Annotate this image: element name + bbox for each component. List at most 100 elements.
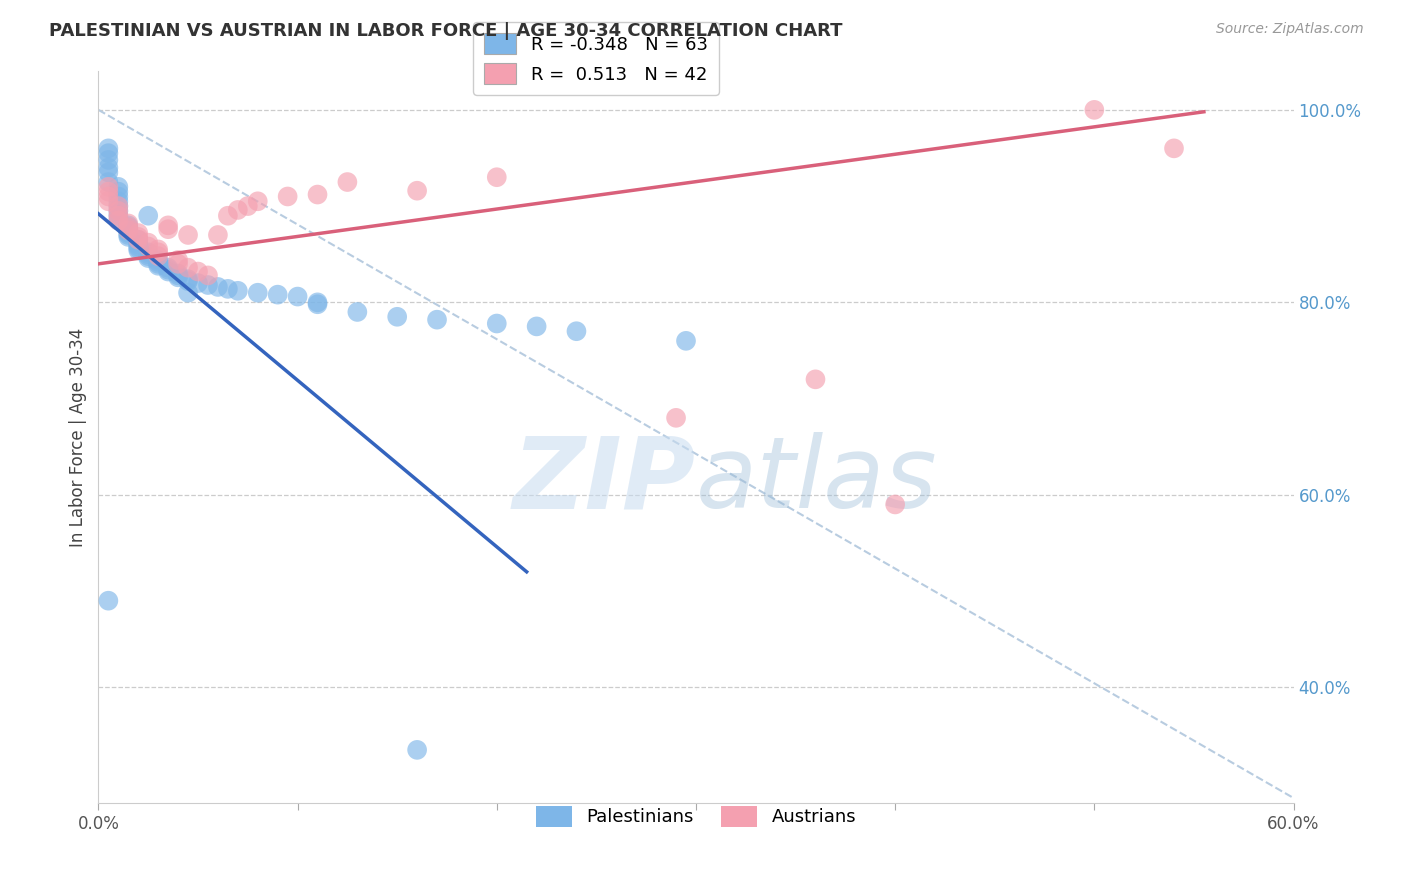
Point <box>485 317 508 331</box>
Point <box>177 285 200 300</box>
Point <box>1083 103 1105 117</box>
Point <box>117 230 139 244</box>
Point <box>107 203 129 218</box>
Point <box>136 239 159 253</box>
Point <box>148 257 170 271</box>
Point <box>136 247 159 261</box>
Point <box>136 235 159 250</box>
Point <box>127 235 149 250</box>
Point <box>197 278 219 293</box>
Point <box>287 289 309 303</box>
Point <box>97 161 120 175</box>
Point <box>117 220 139 235</box>
Point <box>187 276 209 290</box>
Point <box>97 153 120 167</box>
Point <box>117 220 139 235</box>
Point <box>127 233 149 247</box>
Point <box>97 146 120 161</box>
Point <box>117 223 139 237</box>
Point <box>675 334 697 348</box>
Point <box>107 213 129 227</box>
Point <box>267 287 290 301</box>
Point <box>117 227 139 242</box>
Point <box>167 252 190 267</box>
Point <box>127 226 149 240</box>
Point <box>127 242 149 256</box>
Point <box>226 202 249 217</box>
Point <box>167 267 190 281</box>
Point <box>136 245 159 260</box>
Point <box>107 213 129 227</box>
Point <box>107 185 129 199</box>
Y-axis label: In Labor Force | Age 30-34: In Labor Force | Age 30-34 <box>69 327 87 547</box>
Text: Source: ZipAtlas.com: Source: ZipAtlas.com <box>1216 22 1364 37</box>
Point <box>565 324 588 338</box>
Point <box>136 251 159 265</box>
Point <box>336 175 359 189</box>
Point <box>217 282 239 296</box>
Point <box>177 227 200 242</box>
Point <box>177 272 200 286</box>
Point <box>136 249 159 263</box>
Text: PALESTINIAN VS AUSTRIAN IN LABOR FORCE | AGE 30-34 CORRELATION CHART: PALESTINIAN VS AUSTRIAN IN LABOR FORCE |… <box>49 22 842 40</box>
Point <box>117 223 139 237</box>
Point <box>177 274 200 288</box>
Point <box>157 264 180 278</box>
Point <box>157 222 180 236</box>
Point <box>97 593 120 607</box>
Point <box>1163 141 1185 155</box>
Point <box>246 194 269 209</box>
Point <box>97 185 120 199</box>
Point <box>97 189 120 203</box>
Point <box>97 141 120 155</box>
Point <box>107 179 129 194</box>
Point <box>406 743 429 757</box>
Point <box>197 268 219 283</box>
Point <box>157 219 180 233</box>
Point <box>97 179 120 194</box>
Text: ZIP: ZIP <box>513 433 696 530</box>
Point <box>148 252 170 267</box>
Point <box>346 305 368 319</box>
Point <box>117 226 139 240</box>
Point <box>406 184 429 198</box>
Point <box>207 227 229 242</box>
Point <box>236 199 259 213</box>
Point <box>426 312 449 326</box>
Point <box>148 255 170 269</box>
Point <box>107 194 129 209</box>
Point <box>485 170 508 185</box>
Point <box>157 262 180 277</box>
Point <box>804 372 827 386</box>
Point <box>107 209 129 223</box>
Point <box>107 209 129 223</box>
Point <box>157 260 180 275</box>
Point <box>97 175 120 189</box>
Point <box>148 259 170 273</box>
Point <box>107 199 129 213</box>
Point <box>307 297 329 311</box>
Point <box>148 243 170 257</box>
Point <box>226 284 249 298</box>
Point <box>127 233 149 247</box>
Point <box>307 187 329 202</box>
Point <box>526 319 548 334</box>
Point <box>127 237 149 252</box>
Point <box>277 189 299 203</box>
Point <box>97 194 120 209</box>
Point <box>127 239 149 253</box>
Point <box>148 249 170 263</box>
Point <box>207 280 229 294</box>
Point <box>177 260 200 275</box>
Point <box>665 410 688 425</box>
Legend: Palestinians, Austrians: Palestinians, Austrians <box>529 798 863 834</box>
Point <box>385 310 409 324</box>
Text: atlas: atlas <box>696 433 938 530</box>
Point <box>307 295 329 310</box>
Point <box>117 219 139 233</box>
Point <box>884 498 907 512</box>
Point <box>167 270 190 285</box>
Point <box>167 257 190 271</box>
Point <box>117 216 139 230</box>
Point <box>217 209 239 223</box>
